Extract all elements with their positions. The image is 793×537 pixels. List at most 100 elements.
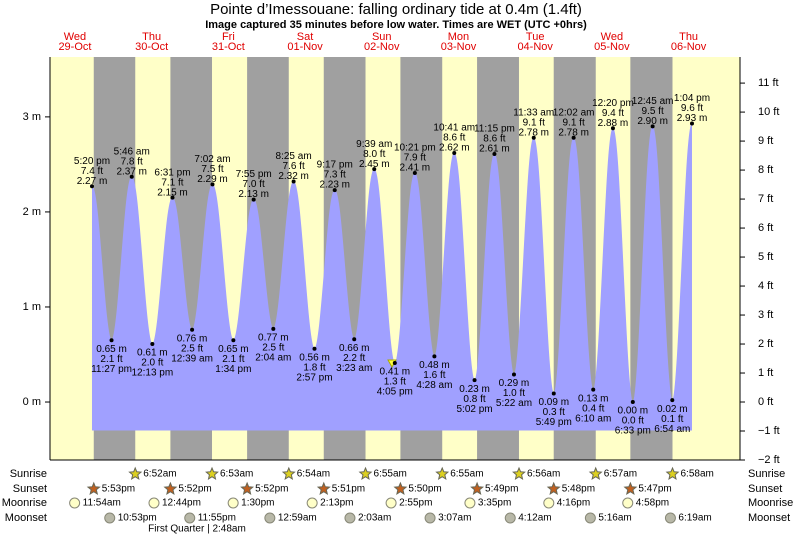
day-name: Thu bbox=[679, 31, 698, 43]
day-date: 01-Nov bbox=[287, 41, 323, 53]
tide-label: 6:54 am bbox=[654, 424, 690, 435]
astro-time: 2:13pm bbox=[320, 498, 353, 509]
astro-time: 5:53pm bbox=[102, 484, 135, 495]
day-name: Fri bbox=[222, 31, 235, 43]
astro-icon bbox=[163, 481, 178, 495]
tide-point bbox=[210, 182, 215, 187]
tide-label: 0.41 m bbox=[380, 367, 411, 378]
tide-label: 0.1 ft bbox=[661, 414, 683, 425]
tide-label: 9.1 ft bbox=[563, 117, 585, 128]
tide-point bbox=[432, 354, 437, 359]
astro-time: 5:51pm bbox=[332, 484, 365, 495]
y2-tick-label: 10 ft bbox=[758, 106, 779, 118]
astro-icon bbox=[623, 481, 638, 495]
y2-tick-label: 0 ft bbox=[758, 396, 773, 408]
tide-label: 2.27 m bbox=[77, 176, 108, 187]
y2-tick-label: 5 ft bbox=[758, 251, 773, 263]
y2-tick-label: 6 ft bbox=[758, 222, 773, 234]
astro-icon bbox=[227, 497, 239, 509]
astro-icon bbox=[240, 481, 255, 495]
tide-point bbox=[271, 326, 276, 331]
tide-label: 2.78 m bbox=[558, 127, 589, 138]
tide-label: 7.0 ft bbox=[243, 179, 265, 190]
tide-label: 2.90 m bbox=[637, 116, 668, 127]
astro-time: 6:54am bbox=[297, 469, 330, 480]
astro-time: 6:57am bbox=[604, 469, 637, 480]
tide-label: 7.6 ft bbox=[282, 161, 304, 172]
astro-icon bbox=[584, 512, 596, 524]
astro-icon bbox=[306, 497, 318, 509]
tide-point bbox=[551, 391, 556, 396]
tide-label: 6:31 pm bbox=[154, 167, 190, 178]
tide-label: 11:15 pm bbox=[474, 124, 515, 135]
astro-time: 12:44pm bbox=[162, 498, 201, 509]
tide-label: 2.37 m bbox=[116, 166, 147, 177]
astro-time: 5:16am bbox=[598, 513, 631, 524]
tide-label: 2.41 m bbox=[400, 163, 431, 174]
astro-time: 6:52am bbox=[143, 469, 176, 480]
astro-time: 6:53am bbox=[220, 469, 253, 480]
tide-label: 7.1 ft bbox=[161, 177, 183, 188]
astro-icon bbox=[69, 497, 81, 509]
tide-label: 10:21 pm bbox=[394, 143, 436, 154]
astro-time: 6:19am bbox=[678, 513, 711, 524]
astro-icon bbox=[546, 481, 561, 495]
tide-point bbox=[170, 195, 175, 200]
y-tick-label: 3 m bbox=[23, 111, 41, 123]
tide-label: 0.48 m bbox=[419, 360, 450, 371]
tide-label: 12:39 am bbox=[171, 353, 213, 364]
astro-icon bbox=[665, 466, 680, 480]
day-date: 02-Nov bbox=[364, 41, 400, 53]
tide-label: 4:28 am bbox=[416, 380, 452, 391]
tide-point bbox=[412, 170, 417, 175]
astro-icon bbox=[435, 466, 450, 480]
tide-label: 2.45 m bbox=[359, 159, 390, 170]
tide-label: 5:49 pm bbox=[536, 417, 572, 428]
tide-label: 1:34 pm bbox=[215, 364, 251, 375]
y2-tick-label: 2 ft bbox=[758, 338, 773, 350]
tide-label: 0.56 m bbox=[299, 352, 330, 363]
astro-icon bbox=[205, 466, 219, 480]
tide-label: 2.5 ft bbox=[262, 342, 284, 353]
day-date: 30-Oct bbox=[135, 41, 168, 53]
y-tick-label: 1 m bbox=[23, 301, 41, 313]
tide-point bbox=[129, 174, 134, 179]
tide-label: 7.5 ft bbox=[201, 164, 223, 175]
astro-time: 1:30pm bbox=[241, 498, 274, 509]
tide-label: 7.4 ft bbox=[81, 166, 103, 177]
tide-label: 0.29 m bbox=[499, 378, 530, 389]
y2-tick-label: 8 ft bbox=[758, 164, 773, 176]
tide-label: 2.61 m bbox=[479, 144, 510, 155]
row-label: Sunset bbox=[13, 483, 47, 495]
astro-icon bbox=[264, 512, 276, 524]
astro-time: 2:03am bbox=[358, 513, 391, 524]
tide-label: 9.6 ft bbox=[681, 103, 703, 114]
y2-tick-label: 9 ft bbox=[758, 135, 773, 147]
tide-label: 0.65 m bbox=[96, 344, 127, 355]
tide-label: 7:55 pm bbox=[236, 169, 272, 180]
moon-phase: First Quarter | 2:48am bbox=[148, 524, 246, 535]
y2-tick-label: −1 ft bbox=[758, 425, 780, 437]
tide-label: 1:04 pm bbox=[674, 93, 710, 104]
astro-time: 2:55pm bbox=[399, 498, 432, 509]
astro-icon bbox=[385, 497, 397, 509]
tide-label: 8.6 ft bbox=[443, 133, 465, 144]
tide-label: 2.13 m bbox=[238, 189, 269, 200]
tide-label: 2.0 ft bbox=[141, 358, 163, 369]
astro-time: 5:48pm bbox=[562, 484, 595, 495]
tide-label: 5:22 am bbox=[496, 398, 532, 409]
astro-icon bbox=[184, 512, 196, 524]
tide-label: 1.3 ft bbox=[384, 377, 406, 388]
tide-point bbox=[591, 387, 596, 392]
tide-label: 1.8 ft bbox=[303, 362, 325, 373]
tide-label: 0.13 m bbox=[578, 393, 609, 404]
tide-point bbox=[511, 372, 516, 377]
y2-tick-label: 1 ft bbox=[758, 367, 773, 379]
tide-label: 2.88 m bbox=[598, 118, 629, 129]
astro-icon bbox=[316, 481, 331, 495]
day-name: Mon bbox=[448, 31, 469, 43]
tide-label: 4:05 pm bbox=[377, 387, 413, 398]
tide-label: 2.32 m bbox=[278, 171, 309, 182]
astro-icon bbox=[504, 512, 516, 524]
day-date: 05-Nov bbox=[594, 41, 630, 53]
